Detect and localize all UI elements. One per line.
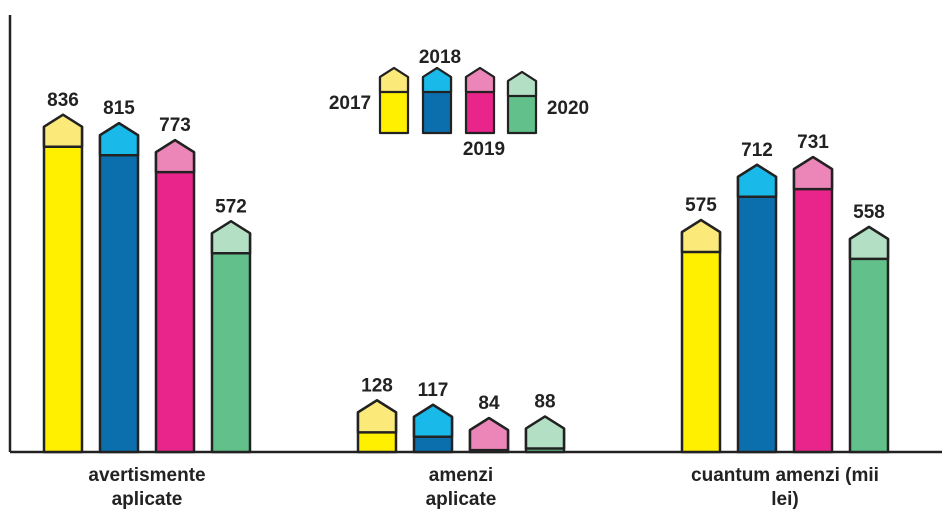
value-label: 773	[159, 115, 191, 136]
value-label: 558	[853, 202, 885, 223]
bar-tip	[98, 121, 140, 157]
value-label: 712	[741, 140, 773, 161]
value-label: 117	[418, 380, 449, 401]
value-label: 815	[103, 98, 135, 119]
bar	[792, 155, 834, 454]
bar-tip	[412, 403, 454, 439]
bar	[98, 121, 140, 454]
value-label: 84	[478, 393, 500, 414]
legend-label: 2017	[329, 93, 371, 114]
bar	[42, 113, 84, 454]
bar	[848, 225, 890, 454]
value-label: 572	[215, 196, 247, 217]
legend-label: 2019	[463, 139, 505, 160]
bar-tip	[736, 163, 778, 199]
value-label: 731	[797, 132, 829, 153]
value-label: 575	[685, 195, 717, 216]
legend-swatch-tip	[378, 66, 410, 94]
bar	[210, 220, 252, 454]
bar	[736, 163, 778, 454]
value-label: 836	[47, 90, 79, 111]
bar-tip	[468, 416, 510, 452]
value-label: 88	[534, 392, 555, 413]
x-tick-label: cuantum amenzi (mii lei)	[691, 465, 879, 510]
bar-tip	[680, 218, 722, 254]
bar-tip	[42, 113, 84, 148]
legend-label: 2018	[419, 47, 461, 68]
bar-tip	[210, 220, 252, 255]
bar	[680, 218, 722, 454]
x-tick-label: amenzi aplicate	[425, 465, 497, 510]
bar-tip	[848, 225, 890, 261]
legend-label: 2020	[547, 98, 589, 119]
bar-tip	[524, 415, 566, 450]
legend-swatch-tip	[464, 66, 496, 94]
bar	[154, 138, 196, 454]
legend-swatch-tip	[506, 70, 538, 98]
x-tick-label: avertismente aplicate	[88, 465, 206, 510]
legend-swatch-tip	[421, 66, 453, 94]
bar-tip	[356, 399, 398, 434]
bar-tip	[792, 155, 834, 191]
value-label: 128	[361, 375, 393, 396]
bar-tip	[154, 138, 196, 174]
